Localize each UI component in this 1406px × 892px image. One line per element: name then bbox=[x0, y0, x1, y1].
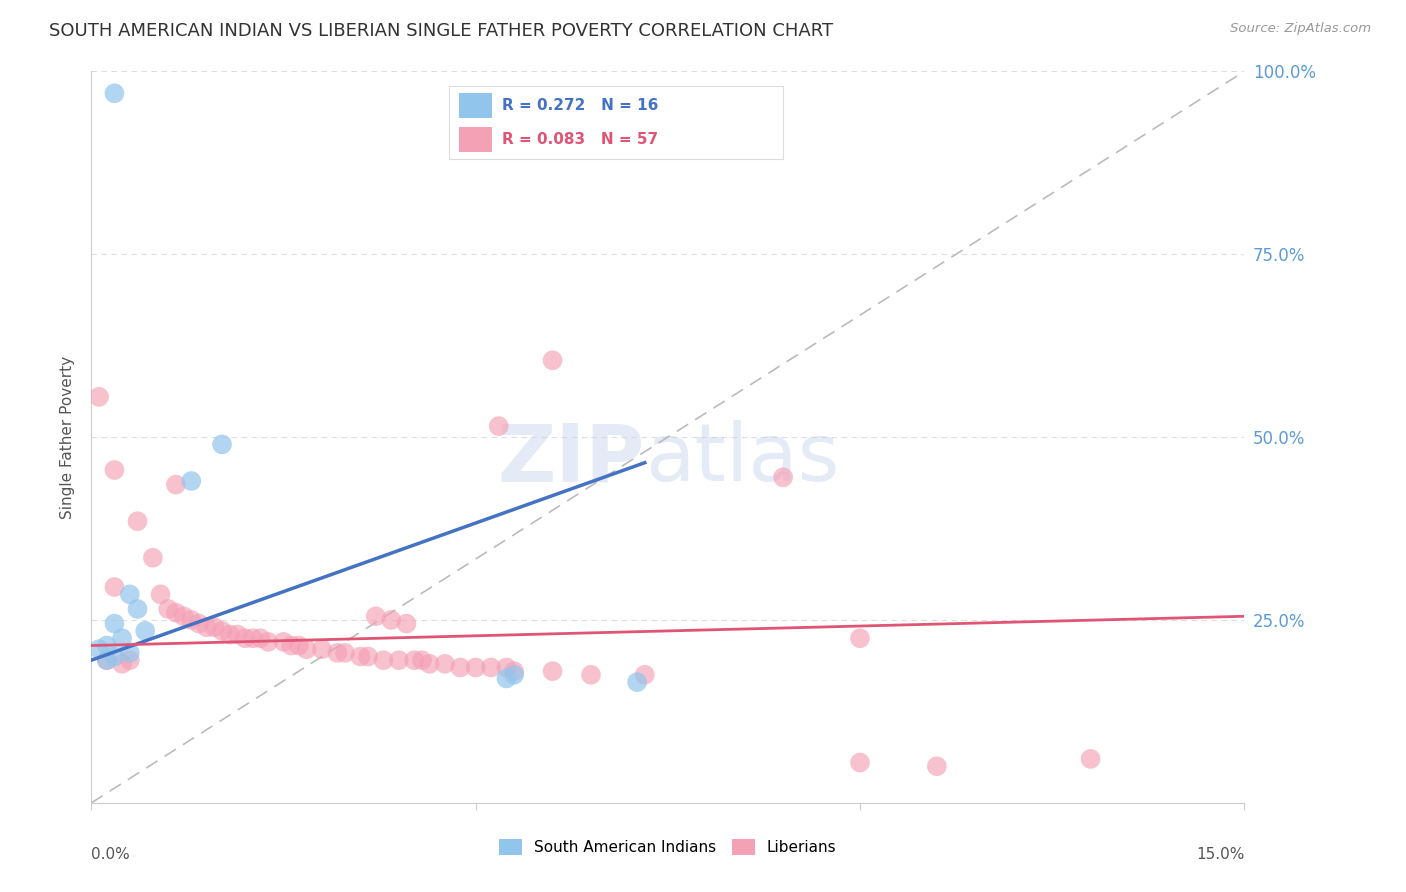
Point bbox=[103, 616, 125, 631]
Point bbox=[373, 653, 395, 667]
Point bbox=[188, 616, 211, 631]
Legend: South American Indians, Liberians: South American Indians, Liberians bbox=[494, 833, 842, 861]
Point bbox=[411, 653, 433, 667]
Point bbox=[579, 667, 602, 681]
Point bbox=[634, 667, 657, 681]
Point bbox=[433, 657, 456, 671]
Point bbox=[103, 463, 125, 477]
Point bbox=[173, 609, 195, 624]
Point bbox=[249, 632, 271, 646]
Point bbox=[326, 646, 349, 660]
Point bbox=[226, 627, 249, 641]
Point bbox=[118, 587, 141, 601]
Point bbox=[288, 639, 311, 653]
Point bbox=[165, 606, 187, 620]
Point bbox=[149, 587, 172, 601]
Text: Source: ZipAtlas.com: Source: ZipAtlas.com bbox=[1230, 22, 1371, 36]
Point bbox=[503, 667, 526, 681]
Point bbox=[388, 653, 411, 667]
Point bbox=[195, 620, 218, 634]
Point bbox=[333, 646, 356, 660]
Point bbox=[772, 470, 794, 484]
Point bbox=[96, 653, 118, 667]
Point bbox=[103, 649, 125, 664]
Point bbox=[280, 639, 302, 653]
Point bbox=[273, 635, 295, 649]
Point bbox=[142, 550, 165, 565]
Point bbox=[233, 632, 256, 646]
Point bbox=[464, 660, 486, 674]
Point bbox=[87, 390, 110, 404]
Point bbox=[165, 477, 187, 491]
Point bbox=[103, 87, 125, 101]
Point bbox=[96, 639, 118, 653]
Point bbox=[111, 632, 134, 646]
Point bbox=[111, 657, 134, 671]
Point bbox=[134, 624, 156, 638]
Point bbox=[479, 660, 502, 674]
Text: 0.0%: 0.0% bbox=[91, 847, 131, 862]
Point bbox=[503, 664, 526, 678]
Y-axis label: Single Father Poverty: Single Father Poverty bbox=[60, 356, 76, 518]
Point bbox=[103, 580, 125, 594]
Point bbox=[211, 437, 233, 451]
Point bbox=[180, 613, 202, 627]
Point bbox=[96, 653, 118, 667]
Point bbox=[349, 649, 371, 664]
Point bbox=[118, 653, 141, 667]
Point bbox=[127, 602, 149, 616]
Point bbox=[87, 642, 110, 657]
Point bbox=[311, 642, 333, 657]
Point bbox=[118, 646, 141, 660]
Point bbox=[925, 759, 948, 773]
Point bbox=[495, 672, 517, 686]
Point bbox=[488, 419, 510, 434]
Point bbox=[495, 660, 517, 674]
Point bbox=[419, 657, 441, 671]
Point bbox=[404, 653, 426, 667]
Point bbox=[449, 660, 471, 674]
Point bbox=[157, 602, 180, 616]
Point bbox=[380, 613, 402, 627]
Point bbox=[257, 635, 280, 649]
Point bbox=[357, 649, 380, 664]
Point bbox=[211, 624, 233, 638]
Text: ZIP: ZIP bbox=[498, 420, 645, 498]
Text: atlas: atlas bbox=[645, 420, 839, 498]
Point bbox=[218, 627, 240, 641]
Point bbox=[295, 642, 318, 657]
Point bbox=[127, 514, 149, 528]
Point bbox=[242, 632, 264, 646]
Point bbox=[364, 609, 387, 624]
Point bbox=[202, 620, 225, 634]
Point bbox=[849, 632, 872, 646]
Point bbox=[180, 474, 202, 488]
Point bbox=[626, 675, 648, 690]
Point bbox=[541, 664, 564, 678]
Point bbox=[1080, 752, 1102, 766]
Text: SOUTH AMERICAN INDIAN VS LIBERIAN SINGLE FATHER POVERTY CORRELATION CHART: SOUTH AMERICAN INDIAN VS LIBERIAN SINGLE… bbox=[49, 22, 834, 40]
Point bbox=[849, 756, 872, 770]
Point bbox=[395, 616, 418, 631]
Text: 15.0%: 15.0% bbox=[1197, 847, 1244, 862]
Point bbox=[541, 353, 564, 368]
